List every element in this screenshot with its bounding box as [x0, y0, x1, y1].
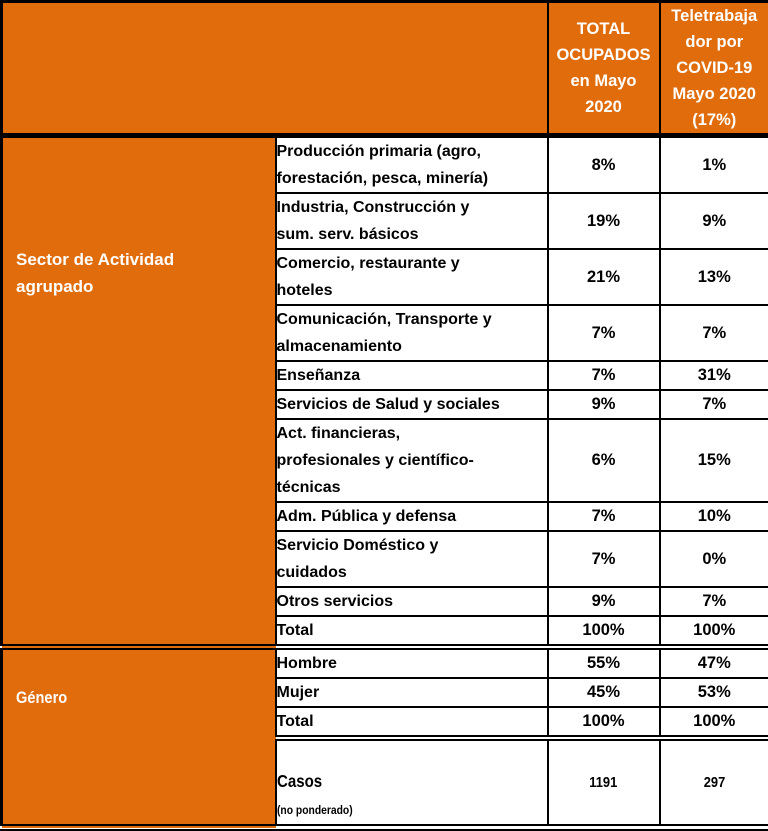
tele-value-cell: 15%: [660, 419, 768, 502]
row-label: Servicios de Salud y sociales: [276, 390, 548, 419]
total-value-cell: 7%: [548, 502, 660, 531]
section-header-sector: Sector de Actividad agrupado: [2, 136, 276, 648]
total-value-cell: 7%: [548, 305, 660, 361]
total-value-cell: 7%: [548, 531, 660, 587]
casos-note: (no ponderado): [277, 797, 353, 824]
tele-value-cell: 7%: [660, 587, 768, 616]
row-label: Industria, Construcción y sum. serv. bás…: [276, 193, 548, 249]
tele-value-cell: 100%: [660, 616, 768, 647]
total-value-cell: 100%: [548, 707, 660, 738]
tele-value-cell: 1%: [660, 136, 768, 194]
header-total-ocupados: TOTAL OCUPADOS en Mayo 2020: [548, 2, 660, 136]
row-label: Adm. Pública y defensa: [276, 502, 548, 531]
table-row: Género Hombre 55% 47%: [2, 647, 768, 678]
tele-value-cell: 53%: [660, 678, 768, 707]
row-label: Total: [276, 616, 548, 647]
row-label: Servicio Doméstico y cuidados: [276, 531, 548, 587]
tele-value-cell: 10%: [660, 502, 768, 531]
total-value-cell: 100%: [548, 616, 660, 647]
casos-label-cell: Casos (no ponderado): [276, 738, 548, 828]
row-label: Producción primaria (agro, forestación, …: [276, 136, 548, 194]
row-label: Comercio, restaurante y hoteles: [276, 249, 548, 305]
tele-value-cell: 100%: [660, 707, 768, 738]
row-label: Enseñanza: [276, 361, 548, 390]
table-row: Sector de Actividad agrupado Producción …: [2, 136, 768, 194]
section-title: Género: [16, 684, 67, 711]
row-label: Act. financieras, profesionales y cientí…: [276, 419, 548, 502]
header-spacer: [2, 2, 548, 136]
total-value-cell: 21%: [548, 249, 660, 305]
total-value-cell: 9%: [548, 390, 660, 419]
casos-tele-value: 297: [660, 738, 768, 828]
row-label: Comunicación, Transporte y almacenamient…: [276, 305, 548, 361]
row-label: Mujer: [276, 678, 548, 707]
tele-value-cell: 13%: [660, 249, 768, 305]
tele-value-cell: 31%: [660, 361, 768, 390]
casos-total-value: 1191: [548, 738, 660, 828]
table-header-row: TOTAL OCUPADOS en Mayo 2020 Teletrabaja …: [2, 2, 768, 136]
row-label: Total: [276, 707, 548, 738]
total-value-cell: 19%: [548, 193, 660, 249]
casos-label: Casos: [277, 768, 322, 795]
tele-value-cell: 9%: [660, 193, 768, 249]
total-value-cell: 9%: [548, 587, 660, 616]
section-header-genero: Género: [2, 647, 276, 828]
row-label: Otros servicios: [276, 587, 548, 616]
header-teletrabajador: Teletrabaja dor por COVID-19 Mayo 2020 (…: [660, 2, 768, 136]
tele-value-cell: 47%: [660, 647, 768, 678]
total-value-cell: 45%: [548, 678, 660, 707]
total-value-cell: 6%: [548, 419, 660, 502]
tele-value-cell: 7%: [660, 305, 768, 361]
section-title: Sector de Actividad agrupado: [3, 165, 275, 300]
total-value-cell: 55%: [548, 647, 660, 678]
tele-value-cell: 7%: [660, 390, 768, 419]
tele-value-cell: 0%: [660, 531, 768, 587]
total-value-cell: 7%: [548, 361, 660, 390]
total-value-cell: 8%: [548, 136, 660, 194]
statistics-table-page: TOTAL OCUPADOS en Mayo 2020 Teletrabaja …: [0, 0, 768, 749]
row-label: Hombre: [276, 647, 548, 678]
